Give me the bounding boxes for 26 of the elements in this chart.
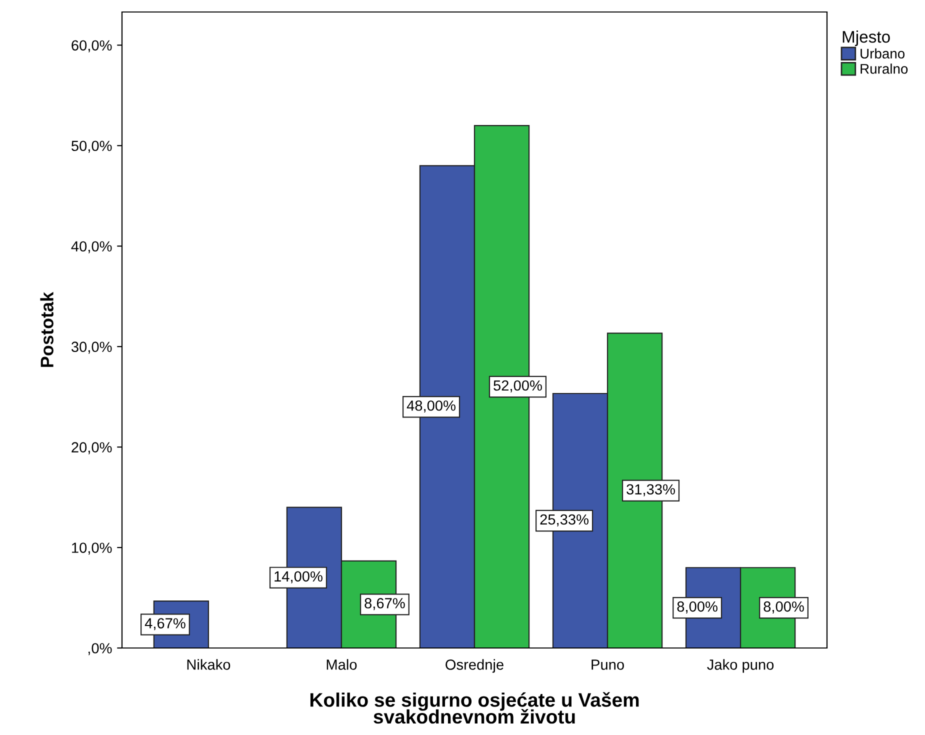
data-label: 8,00% [764,601,804,614]
data-label: 8,67% [364,598,405,610]
data-label: 14,00% [274,571,322,584]
y-axis-title: Postotak [40,292,54,367]
x-tick-label: Malo [326,659,357,670]
data-label: 25,33% [540,514,588,526]
x-tick-label: Nikako [187,659,230,670]
y-tick-label: 10,0% [72,542,112,555]
data-label: 4,67% [144,618,186,630]
x-tick-label: Osrednje [446,659,504,673]
legend-label: Ruralno [860,64,908,74]
y-tick-label: 20,0% [72,442,112,454]
y-tick-label: 40,0% [71,241,112,254]
data-label: 31,33% [626,484,675,496]
data-label: 8,00% [677,601,718,614]
x-axis-title: Koliko se sigurno osjećate u Vašem svakodnevnom životu [310,692,639,724]
data-label: 52,00% [494,380,542,392]
y-tick-label: 30,0% [71,342,112,354]
y-tick-label: 60,0% [72,40,112,52]
y-tick-label: 50,0% [72,140,112,153]
legend-title: Mjesto [842,30,890,46]
x-tick-label: Jako puno [707,659,774,673]
x-tick-label: Puno [592,660,624,670]
data-label: 48,00% [406,400,456,412]
legend-label: Urbano [860,48,905,59]
y-tick-label: ,0% [88,643,112,656]
